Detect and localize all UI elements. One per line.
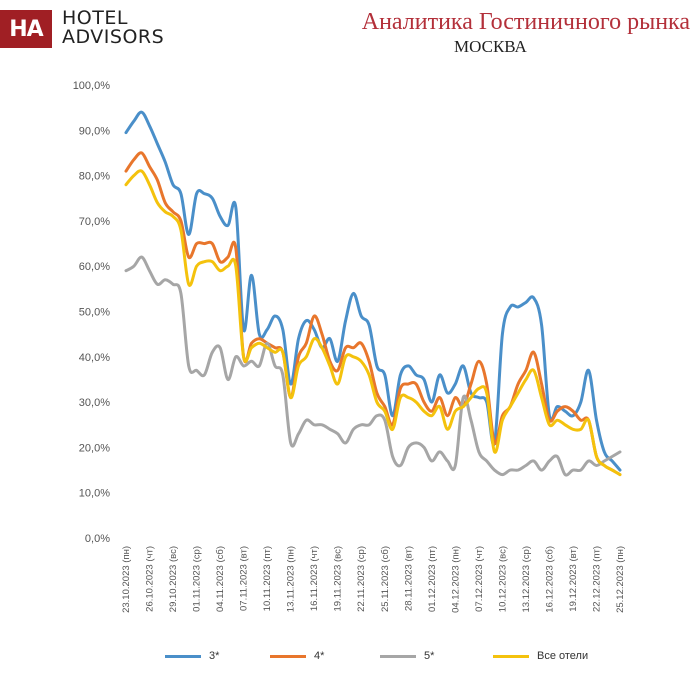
logo-text: HA (9, 16, 43, 42)
series-line-3 (124, 255, 622, 477)
x-tick-label: 16.11.2023 (чт) (309, 546, 320, 611)
legend-item: Все отели (493, 650, 588, 662)
legend-item: 5* (380, 650, 434, 662)
x-tick-label: 19.11.2023 (вс) (333, 546, 344, 612)
legend-swatch (270, 654, 306, 658)
brand-line-1: HOTEL (62, 7, 128, 29)
brand-name: HOTEL ADVISORS (62, 9, 164, 47)
legend-swatch (165, 654, 201, 658)
x-tick-label: 13.11.2023 (пн) (286, 546, 297, 612)
x-tick-label: 01.12.2023 (пт) (427, 546, 438, 612)
x-tick-label: 10.12.2023 (вс) (497, 546, 508, 612)
y-tick-label: 80,0% (79, 171, 110, 183)
y-tick-label: 90,0% (79, 125, 110, 137)
y-tick-label: 50,0% (79, 307, 110, 319)
x-tick-label: 10.11.2023 (пт) (262, 546, 273, 611)
legend-swatch (380, 654, 416, 658)
x-tick-label: 22.11.2023 (ср) (356, 546, 367, 612)
series-line-2 (124, 151, 622, 477)
x-tick-label: 19.12.2023 (вт) (568, 546, 579, 612)
x-tick-label: 26.10.2023 (чт) (145, 546, 156, 612)
series-line-1 (124, 110, 622, 472)
series-line-4 (124, 169, 622, 477)
x-tick-label: 16.12.2023 (сб) (544, 546, 555, 613)
x-tick-label: 28.11.2023 (вт) (403, 546, 414, 611)
y-tick-label: 40,0% (79, 352, 110, 364)
page-title: Аналитика Гостиничного рынка (361, 9, 690, 35)
x-tick-label: 25.12.2023 (пн) (615, 546, 626, 613)
brand-line-2: ADVISORS (62, 26, 165, 48)
y-tick-label: 70,0% (79, 216, 110, 228)
legend-label: 4* (314, 650, 325, 662)
x-tick-label: 25.11.2023 (сб) (380, 546, 391, 612)
x-tick-label: 23.10.2023 (пн) (121, 546, 132, 613)
x-tick-label: 29.10.2023 (вс) (168, 546, 179, 612)
brand-logo: HA (0, 10, 52, 48)
page-subtitle: МОСКВА (454, 37, 527, 56)
x-tick-label: 04.12.2023 (пн) (450, 546, 461, 613)
chart-legend: 3* 4* 5* Все отели (0, 650, 700, 670)
y-tick-label: 20,0% (79, 442, 110, 454)
x-tick-label: 22.12.2023 (пт) (591, 546, 602, 612)
x-tick-label: 13.12.2023 (ср) (521, 546, 532, 613)
y-tick-label: 0,0% (85, 533, 110, 545)
legend-label: 5* (424, 650, 435, 662)
y-tick-label: 10,0% (79, 488, 110, 500)
x-tick-label: 01.11.2023 (ср) (192, 546, 203, 612)
y-tick-label: 60,0% (79, 261, 110, 273)
y-tick-label: 30,0% (79, 397, 110, 409)
legend-swatch (493, 654, 529, 658)
legend-label: Все отели (537, 650, 589, 662)
x-tick-label: 07.11.2023 (вт) (239, 546, 250, 611)
x-tick-label: 07.12.2023 (чт) (474, 546, 485, 612)
legend-item: 4* (270, 650, 324, 662)
x-tick-label: 04.11.2023 (сб) (215, 546, 226, 612)
legend-item: 3* (165, 650, 219, 662)
legend-label: 3* (209, 650, 220, 662)
y-tick-label: 100,0% (73, 80, 111, 92)
